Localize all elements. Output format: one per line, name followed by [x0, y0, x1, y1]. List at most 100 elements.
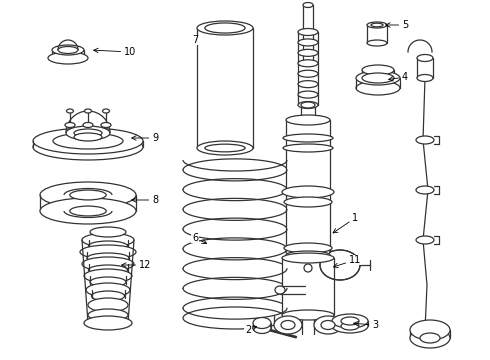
- Ellipse shape: [70, 190, 106, 200]
- Text: 5: 5: [386, 20, 408, 30]
- Ellipse shape: [282, 253, 334, 263]
- Bar: [417, 58, 433, 78]
- Ellipse shape: [275, 286, 285, 294]
- Ellipse shape: [89, 265, 127, 275]
- Text: 6: 6: [192, 233, 207, 244]
- Text: 1: 1: [333, 213, 358, 233]
- Ellipse shape: [417, 75, 433, 81]
- Ellipse shape: [205, 23, 245, 33]
- Ellipse shape: [371, 23, 383, 27]
- Ellipse shape: [82, 257, 134, 271]
- Ellipse shape: [33, 134, 143, 160]
- Ellipse shape: [321, 320, 335, 329]
- Ellipse shape: [89, 241, 127, 251]
- Polygon shape: [282, 258, 334, 315]
- Ellipse shape: [410, 320, 450, 340]
- Ellipse shape: [197, 21, 253, 35]
- Ellipse shape: [286, 251, 330, 259]
- Ellipse shape: [284, 197, 332, 207]
- Ellipse shape: [298, 91, 318, 98]
- Ellipse shape: [362, 65, 394, 75]
- Text: 3: 3: [354, 320, 378, 330]
- Ellipse shape: [416, 186, 434, 194]
- Ellipse shape: [86, 283, 130, 297]
- Ellipse shape: [90, 277, 126, 287]
- Ellipse shape: [282, 186, 334, 198]
- Ellipse shape: [420, 333, 440, 343]
- Ellipse shape: [101, 122, 111, 127]
- Ellipse shape: [87, 253, 129, 263]
- Ellipse shape: [52, 45, 84, 55]
- Ellipse shape: [74, 129, 102, 137]
- Ellipse shape: [48, 52, 88, 64]
- Ellipse shape: [67, 109, 74, 113]
- Ellipse shape: [298, 49, 318, 57]
- Ellipse shape: [40, 182, 136, 208]
- Ellipse shape: [416, 236, 434, 244]
- Ellipse shape: [70, 206, 106, 216]
- Ellipse shape: [52, 53, 84, 63]
- Ellipse shape: [298, 60, 318, 67]
- Ellipse shape: [88, 298, 128, 312]
- Text: 4: 4: [389, 72, 408, 82]
- Ellipse shape: [341, 322, 359, 330]
- Polygon shape: [286, 120, 330, 252]
- Ellipse shape: [332, 319, 368, 333]
- Ellipse shape: [74, 133, 102, 141]
- Ellipse shape: [33, 128, 143, 154]
- Ellipse shape: [303, 3, 313, 8]
- Ellipse shape: [282, 310, 334, 320]
- Ellipse shape: [102, 109, 109, 113]
- Ellipse shape: [298, 39, 318, 46]
- Ellipse shape: [367, 40, 387, 46]
- Text: 2: 2: [245, 325, 257, 335]
- Ellipse shape: [84, 269, 132, 283]
- Ellipse shape: [253, 318, 271, 328]
- Ellipse shape: [58, 46, 78, 54]
- Ellipse shape: [283, 134, 333, 142]
- Ellipse shape: [332, 314, 368, 328]
- Text: 12: 12: [122, 260, 151, 270]
- Ellipse shape: [314, 316, 342, 334]
- Ellipse shape: [274, 316, 302, 334]
- Ellipse shape: [410, 328, 450, 348]
- Text: 10: 10: [94, 47, 136, 57]
- Ellipse shape: [92, 291, 124, 301]
- Ellipse shape: [341, 317, 359, 325]
- Ellipse shape: [65, 122, 75, 127]
- Ellipse shape: [304, 264, 312, 272]
- Ellipse shape: [301, 102, 315, 108]
- Ellipse shape: [286, 115, 330, 125]
- Ellipse shape: [197, 141, 253, 155]
- Ellipse shape: [88, 309, 128, 321]
- Text: 11: 11: [334, 255, 361, 267]
- Text: 8: 8: [132, 195, 158, 205]
- Ellipse shape: [362, 73, 394, 83]
- Ellipse shape: [82, 233, 134, 247]
- Ellipse shape: [205, 144, 245, 152]
- Ellipse shape: [367, 22, 387, 28]
- Ellipse shape: [90, 227, 126, 237]
- Text: 7: 7: [192, 35, 198, 45]
- Ellipse shape: [281, 320, 295, 329]
- Ellipse shape: [298, 102, 318, 108]
- Ellipse shape: [356, 81, 400, 95]
- Ellipse shape: [80, 245, 136, 259]
- Ellipse shape: [253, 323, 271, 333]
- Ellipse shape: [83, 122, 93, 127]
- Text: 9: 9: [132, 133, 158, 143]
- Ellipse shape: [417, 54, 433, 62]
- Ellipse shape: [53, 133, 123, 149]
- Ellipse shape: [84, 109, 92, 113]
- Ellipse shape: [284, 243, 332, 253]
- Ellipse shape: [356, 71, 400, 85]
- Ellipse shape: [66, 126, 110, 140]
- Ellipse shape: [286, 247, 330, 257]
- Ellipse shape: [40, 198, 136, 224]
- Ellipse shape: [298, 81, 318, 87]
- Ellipse shape: [84, 316, 132, 330]
- Ellipse shape: [416, 136, 434, 144]
- Ellipse shape: [298, 70, 318, 77]
- Ellipse shape: [283, 144, 333, 152]
- Ellipse shape: [298, 28, 318, 36]
